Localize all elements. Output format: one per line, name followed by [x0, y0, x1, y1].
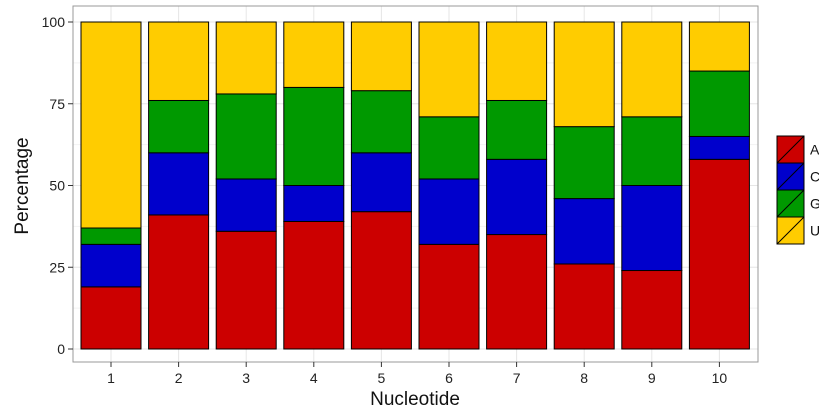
bar-segment-A-9 [621, 270, 683, 350]
bar-segment-C-5 [350, 152, 412, 213]
bar-segment-C-3 [215, 178, 277, 232]
bar-segment-G-10 [688, 70, 750, 137]
y-axis-title: Percentage [12, 137, 33, 234]
bar-segment-A-3 [215, 230, 277, 350]
y-tick-label: 100 [42, 14, 66, 30]
legend-item-C: C [776, 162, 819, 191]
bar-segment-C-2 [148, 152, 210, 216]
bar-segment-G-6 [418, 116, 480, 180]
bar-segment-G-3 [215, 93, 277, 180]
bar-segment-G-7 [486, 99, 548, 160]
bar-segment-G-5 [350, 90, 412, 154]
x-tick-label: 10 [712, 370, 728, 386]
panel-border [72, 5, 759, 363]
bar-segment-C-4 [283, 185, 345, 222]
x-tick-label: 4 [310, 370, 318, 386]
bar-segment-C-6 [418, 178, 480, 245]
bar-segment-G-4 [283, 86, 345, 186]
legend-label-G: G [810, 196, 819, 212]
bar-segment-A-2 [148, 214, 210, 350]
bar-segment-U-1 [80, 21, 142, 229]
legend-key-slash [776, 135, 805, 164]
legend-key-slash [776, 189, 805, 218]
bar-segment-U-6 [418, 21, 480, 118]
bar-segment-U-9 [621, 21, 683, 118]
x-tick-label: 2 [175, 370, 183, 386]
bar-segment-U-3 [215, 21, 277, 95]
bar-segment-U-4 [283, 21, 345, 88]
y-tick-label: 75 [49, 96, 65, 112]
x-tick-label: 7 [513, 370, 521, 386]
x-axis-title: Nucleotide [370, 389, 460, 410]
y-tick-label: 0 [57, 341, 65, 357]
axis-layer: 0 25 50 75 100 1 2 3 4 5 6 7 8 9 10 [42, 14, 728, 386]
legend-label-U: U [810, 223, 819, 239]
x-tick-label: 6 [445, 370, 453, 386]
bar-segment-G-9 [621, 116, 683, 186]
legend-key-slash [776, 162, 805, 191]
legend-item-U: U [776, 216, 819, 245]
legend-item-G: G [776, 189, 819, 218]
bar-segment-U-8 [553, 21, 615, 128]
bar-segment-A-5 [350, 211, 412, 350]
x-tick-label: 5 [378, 370, 386, 386]
bars-layer [80, 21, 750, 350]
bar-segment-U-5 [350, 21, 412, 92]
bar-segment-G-8 [553, 126, 615, 200]
bar-segment-A-10 [688, 158, 750, 350]
legend-label-A: A [810, 142, 819, 158]
bar-segment-C-9 [621, 185, 683, 272]
x-tick-label: 8 [580, 370, 588, 386]
x-tick-label: 1 [107, 370, 115, 386]
legend-key-slash [776, 216, 805, 245]
bar-segment-C-10 [688, 135, 750, 160]
y-tick-label: 25 [49, 259, 65, 275]
legend-item-A: A [776, 135, 819, 164]
bar-segment-G-1 [80, 227, 142, 245]
bar-segment-C-1 [80, 243, 142, 288]
y-tick-label: 50 [49, 178, 65, 194]
bar-segment-A-8 [553, 263, 615, 350]
x-tick-label: 3 [242, 370, 250, 386]
bar-segment-A-1 [80, 286, 142, 350]
bar-segment-G-2 [148, 99, 210, 154]
x-tick-label: 9 [648, 370, 656, 386]
bar-segment-C-7 [486, 158, 548, 236]
bar-segment-A-7 [486, 234, 548, 350]
bar-segment-A-4 [283, 220, 345, 350]
bar-segment-U-7 [486, 21, 548, 101]
bar-segment-A-6 [418, 243, 480, 350]
legend-label-C: C [810, 169, 819, 185]
bar-segment-U-10 [688, 21, 750, 72]
bar-segment-C-8 [553, 198, 615, 265]
bar-segment-U-2 [148, 21, 210, 101]
